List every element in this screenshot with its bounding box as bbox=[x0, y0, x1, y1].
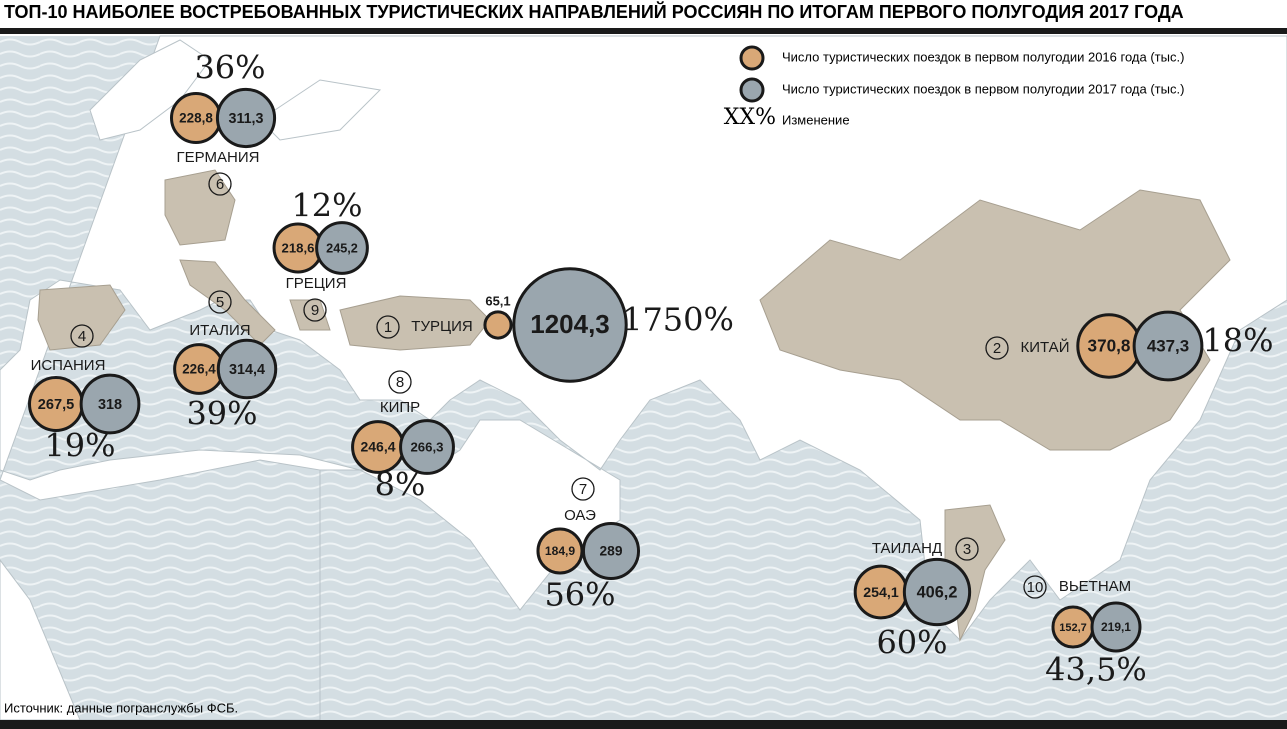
header-rule bbox=[0, 28, 1287, 34]
change-label: 1750% bbox=[622, 301, 734, 339]
source: Источник: данные погранслужбы ФСБ. bbox=[4, 700, 238, 715]
rank-badge bbox=[985, 336, 1009, 360]
change-label: 56% bbox=[544, 576, 615, 614]
trips-2017-circle bbox=[216, 338, 278, 400]
change-label: 19% bbox=[44, 427, 115, 465]
trips-2016-label: 370,8 bbox=[1088, 336, 1131, 356]
rank-badge bbox=[955, 537, 979, 561]
trips-2017-label: 219,1 bbox=[1101, 620, 1131, 634]
rank: 5 bbox=[216, 294, 224, 311]
legend: Число туристических поездок в первом пол… bbox=[724, 45, 1184, 130]
country-name: ГРЕЦИЯ bbox=[286, 275, 347, 292]
change-label: 60% bbox=[876, 624, 947, 662]
rank: 9 bbox=[311, 302, 319, 319]
italy-shape bbox=[179, 259, 276, 346]
trips-2016-label: 246,4 bbox=[361, 439, 396, 455]
rank: 3 bbox=[963, 541, 971, 558]
country-name: ВЬЕТНАМ bbox=[1059, 578, 1131, 595]
change-label: 43,5% bbox=[1045, 651, 1147, 689]
rank-badge bbox=[376, 315, 400, 339]
trips-2016-label: 267,5 bbox=[38, 397, 74, 413]
rank-badge bbox=[388, 370, 412, 394]
change-label: 8% bbox=[375, 466, 426, 504]
rank-badge bbox=[208, 172, 232, 196]
country-name: КИПР bbox=[380, 399, 420, 416]
trips-2016-label: 218,6 bbox=[282, 240, 315, 255]
trips-2016-circle bbox=[483, 310, 513, 340]
country-name: ИТАЛИЯ bbox=[189, 322, 250, 339]
spain-shape bbox=[37, 284, 126, 351]
trips-2017-circle bbox=[1132, 310, 1204, 382]
rank: 1 bbox=[384, 319, 392, 336]
trips-2017-label: 1204,3 bbox=[530, 309, 610, 339]
trips-2017-label: 406,2 bbox=[917, 583, 958, 601]
change-label: 12% bbox=[291, 187, 362, 225]
trips-2017-label: 311,3 bbox=[229, 111, 264, 127]
legend-change-sample: XX% bbox=[724, 105, 776, 130]
country-name: ИСПАНИЯ bbox=[31, 357, 106, 374]
change-label: 18% bbox=[1202, 322, 1273, 360]
title: ТОП-10 НАИБОЛЕЕ ВОСТРЕБОВАННЫХ ТУРИСТИЧЕ… bbox=[4, 1, 1184, 22]
country-name: ОАЭ bbox=[564, 507, 596, 524]
germany-shape bbox=[164, 169, 236, 246]
trips-2016-label: 228,8 bbox=[179, 111, 213, 126]
trips-2017-label: 314,4 bbox=[229, 362, 265, 378]
rank-badge bbox=[1023, 575, 1047, 599]
rank: 10 bbox=[1027, 579, 1044, 596]
rank-badge bbox=[303, 298, 327, 322]
rank-badge bbox=[571, 477, 595, 501]
rank: 8 bbox=[396, 374, 404, 391]
trips-2016-label: 65,1 bbox=[485, 293, 510, 308]
trips-2017-label: 437,3 bbox=[1147, 336, 1189, 355]
turkey-shape bbox=[339, 295, 491, 351]
trips-2017-circle bbox=[581, 521, 641, 581]
trips-2016-label: 184,9 bbox=[545, 544, 576, 558]
trips-2017-circle bbox=[1090, 601, 1142, 653]
trips-2016-label: 152,7 bbox=[1059, 622, 1087, 634]
rank-badge bbox=[208, 290, 232, 314]
trips-2017-circle bbox=[315, 221, 369, 275]
rank: 2 bbox=[993, 340, 1001, 357]
highlighted-countries bbox=[37, 169, 1231, 642]
trips-2017-label: 245,2 bbox=[326, 241, 358, 255]
legend-swatch-2017 bbox=[739, 77, 765, 103]
header-bg bbox=[0, 0, 1287, 30]
legend-2017: Число туристических поездок в первом пол… bbox=[782, 81, 1184, 96]
rank: 4 bbox=[78, 328, 86, 345]
legend-swatch-2016 bbox=[739, 45, 765, 71]
trips-2016-label: 226,4 bbox=[182, 362, 216, 377]
trips-2017-label: 266,3 bbox=[410, 439, 443, 454]
change-label: 39% bbox=[186, 395, 257, 433]
country-name: ТУРЦИЯ bbox=[411, 318, 472, 335]
rank: 7 bbox=[579, 481, 587, 498]
trips-2017-circle bbox=[79, 373, 141, 435]
country-name: КИТАЙ bbox=[1021, 338, 1070, 356]
trips-2017-circle bbox=[399, 419, 455, 475]
change-label: 36% bbox=[194, 49, 265, 87]
legend-2016: Число туристических поездок в первом пол… bbox=[782, 49, 1184, 64]
trips-2016-label: 254,1 bbox=[863, 585, 899, 601]
rank-badge bbox=[70, 324, 94, 348]
trips-2017-circle bbox=[512, 267, 628, 383]
trips-2017-label: 318 bbox=[98, 397, 122, 413]
china-shape bbox=[759, 189, 1231, 451]
country-name: ТАИЛАНД bbox=[872, 540, 942, 557]
rank: 6 bbox=[216, 176, 224, 193]
legend-change: Изменение bbox=[782, 112, 850, 127]
country-name: ГЕРМАНИЯ bbox=[177, 149, 260, 166]
trips-2017-circle bbox=[902, 557, 972, 627]
footer-rule bbox=[0, 720, 1287, 729]
trips-2017-circle bbox=[215, 87, 277, 149]
trips-2017-label: 289 bbox=[600, 544, 623, 559]
